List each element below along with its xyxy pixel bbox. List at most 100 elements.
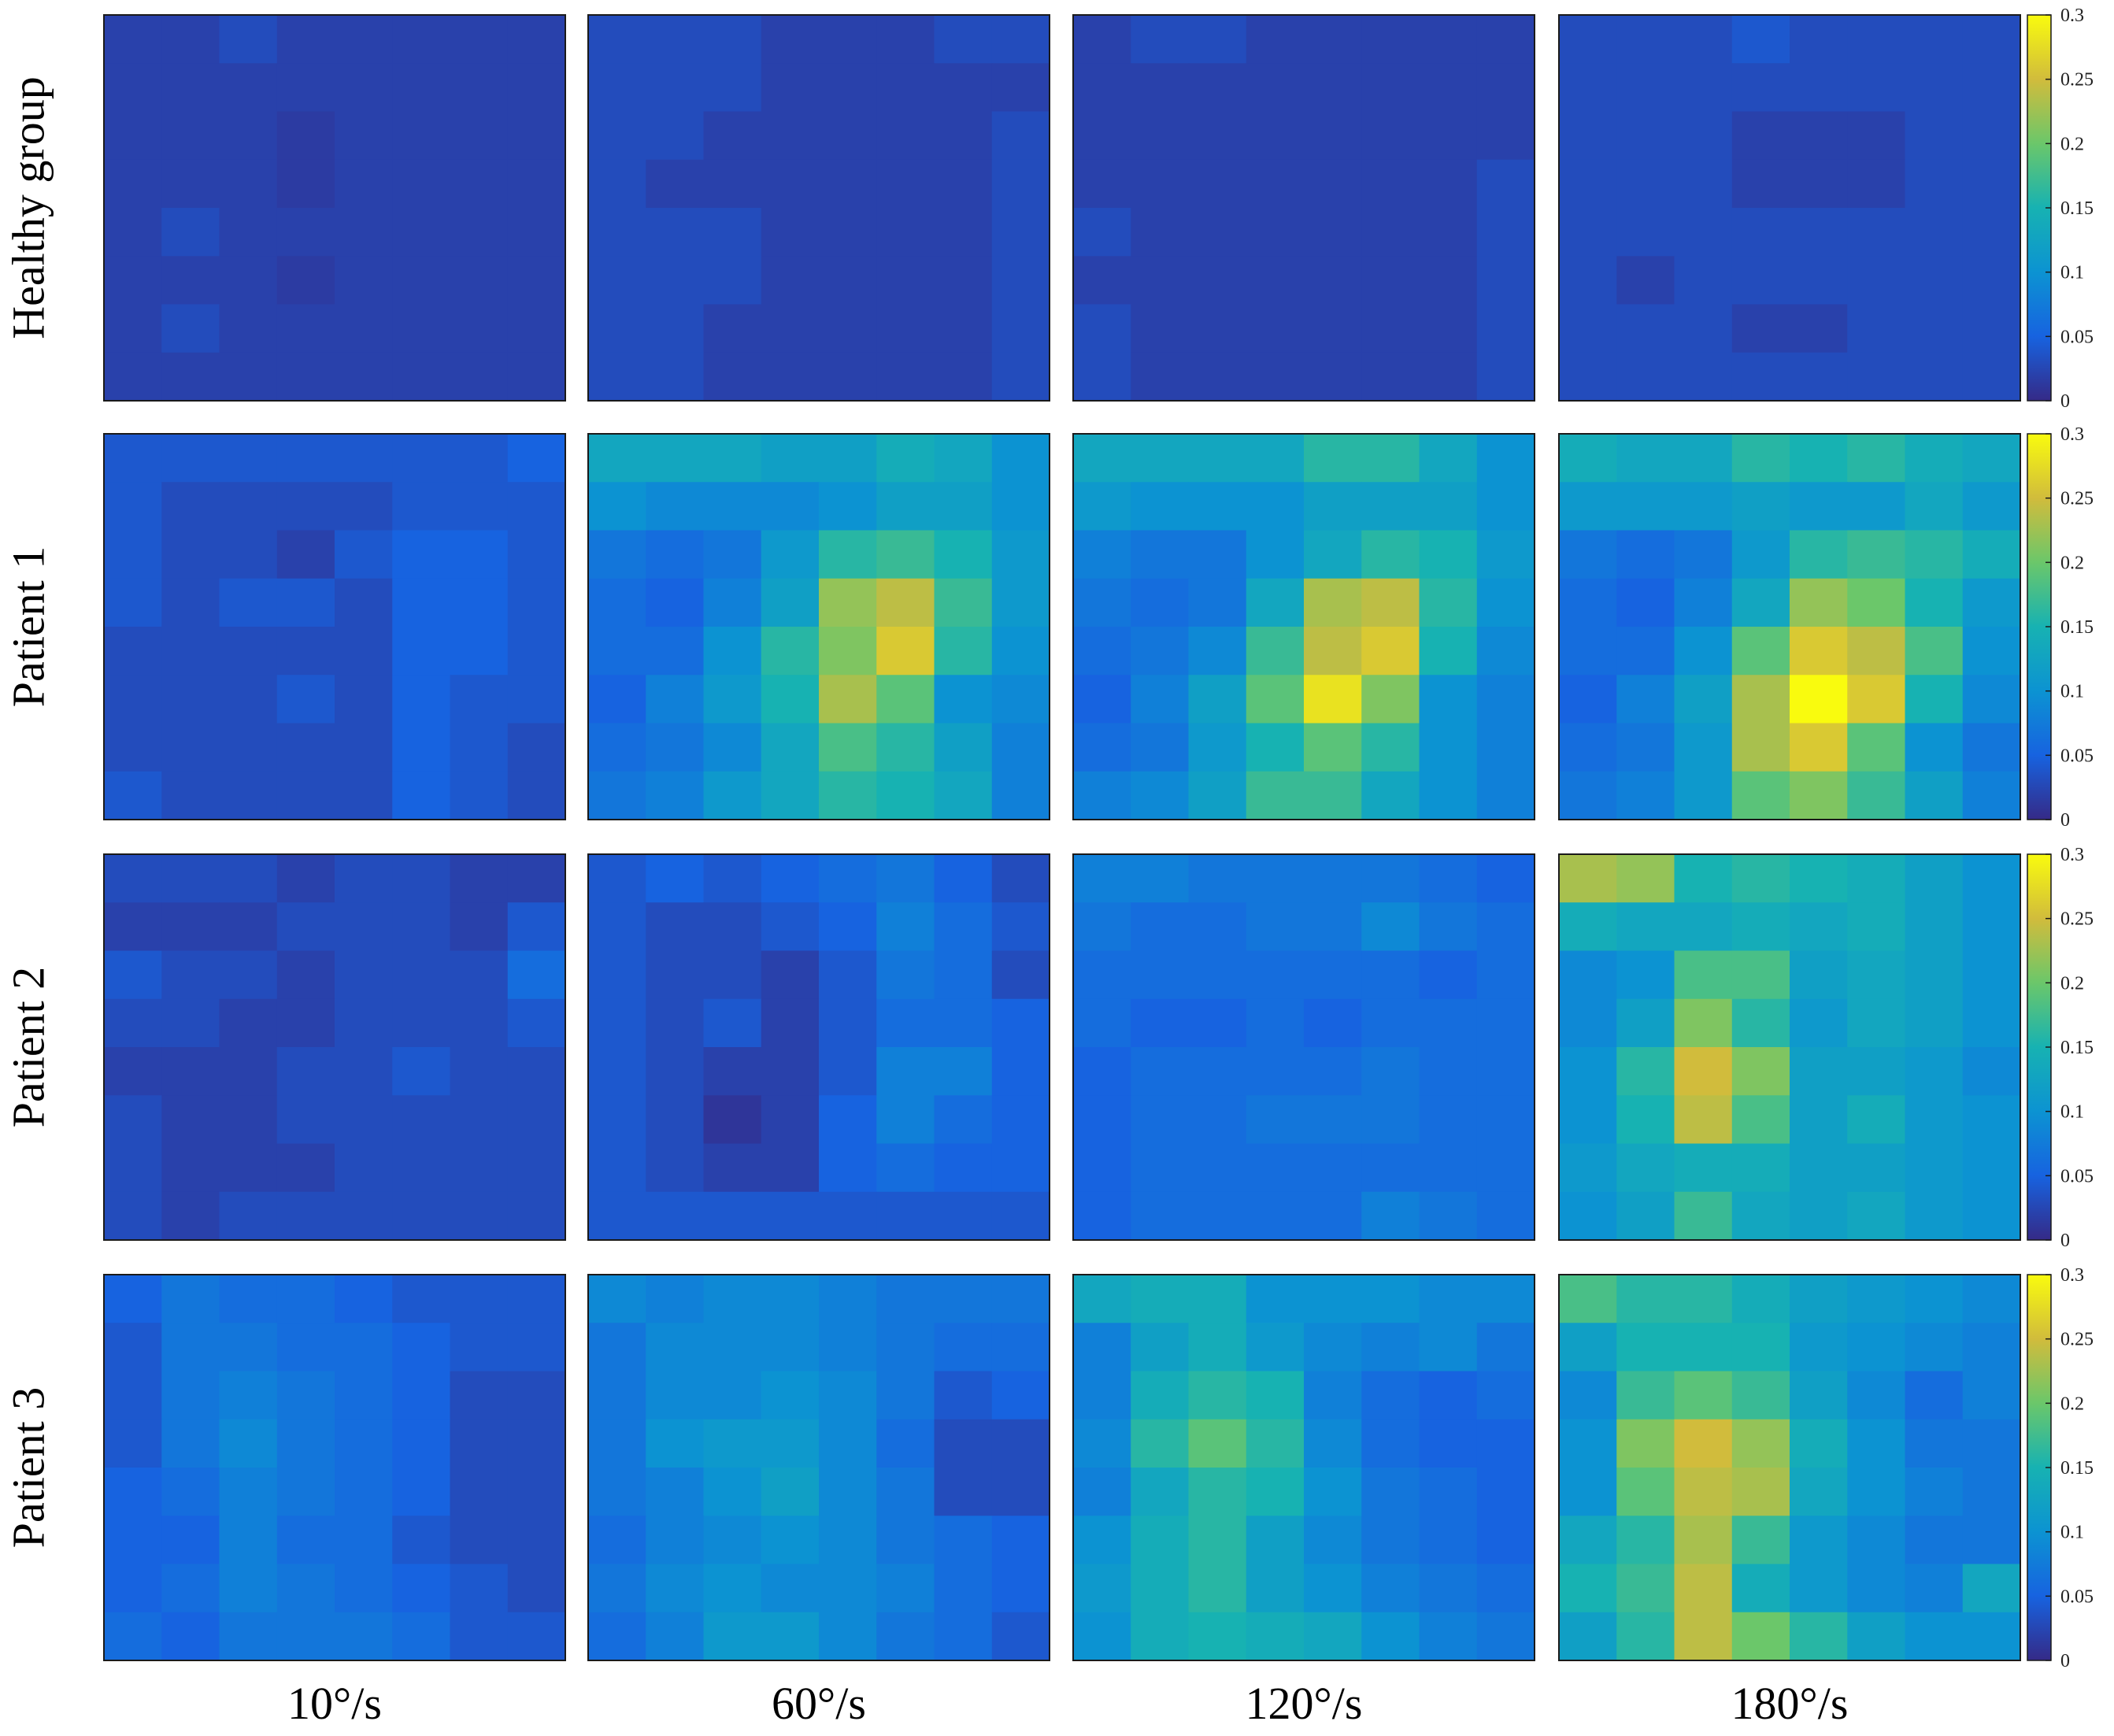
- heatmap-cell: [819, 1275, 877, 1323]
- heatmap-panel: [1072, 433, 1535, 820]
- heatmap-cell: [819, 352, 877, 402]
- heatmap-cell: [1962, 1143, 2021, 1193]
- heatmap-cell: [1304, 578, 1362, 627]
- heatmap-cell: [161, 854, 220, 903]
- heatmap-cell: [1073, 482, 1131, 531]
- heatmap-cell: [450, 111, 509, 161]
- colorbar-tick-label: 0.15: [2060, 1038, 2094, 1058]
- heatmap-cell: [1188, 1275, 1247, 1323]
- heatmap-cell: [335, 1143, 393, 1193]
- heatmap-cell: [104, 1564, 162, 1613]
- heatmap-cell: [1131, 771, 1190, 820]
- heatmap-cell: [1731, 304, 1790, 353]
- heatmap-cell: [219, 902, 278, 952]
- heatmap-cell: [1188, 1323, 1247, 1372]
- heatmap-cell: [392, 159, 451, 209]
- heatmap-cell: [934, 256, 993, 305]
- heatmap-cell: [1674, 1191, 1733, 1241]
- heatmap-cell: [876, 1468, 935, 1516]
- heatmap-cell: [1361, 627, 1420, 676]
- heatmap-cell: [1361, 675, 1420, 724]
- heatmap-cell: [392, 530, 451, 579]
- row-label: Patient 1: [3, 546, 54, 708]
- heatmap-cell: [761, 63, 820, 113]
- heatmap-cell: [1476, 304, 1535, 353]
- heatmap-cell: [219, 1275, 278, 1323]
- heatmap-cell: [1188, 352, 1247, 402]
- heatmap-cell: [507, 998, 566, 1048]
- heatmap-cell: [392, 950, 451, 1000]
- heatmap-cell: [876, 902, 935, 952]
- heatmap-cell: [1304, 1323, 1362, 1372]
- heatmap-cell: [1616, 15, 1675, 64]
- heatmap-cell: [392, 1419, 451, 1468]
- heatmap-cell: [1790, 578, 1848, 627]
- heatmap-cell: [588, 256, 646, 305]
- heatmap-cell: [1419, 482, 1478, 531]
- heatmap-cell: [450, 63, 509, 113]
- heatmap-cell: [161, 208, 220, 257]
- heatmap-cell: [1790, 304, 1848, 353]
- heatmap-cell: [1790, 159, 1848, 209]
- heatmap-cell: [1361, 1143, 1420, 1193]
- heatmap-cell: [104, 1371, 162, 1420]
- heatmap-cell: [1616, 1371, 1675, 1420]
- heatmap-cell: [876, 530, 935, 579]
- heatmap-cell: [588, 771, 646, 820]
- heatmap-cell: [1559, 854, 1617, 903]
- heatmap-cell: [1361, 950, 1420, 1000]
- heatmap-cell: [1962, 1275, 2021, 1323]
- heatmap-cell: [1674, 352, 1733, 402]
- heatmap-cell: [219, 208, 278, 257]
- heatmap-cell: [392, 1468, 451, 1516]
- heatmap-cell: [1905, 352, 1964, 402]
- heatmap-cell: [1559, 1564, 1617, 1613]
- heatmap-cell: [1905, 1564, 1964, 1613]
- heatmap-cell: [1616, 1323, 1675, 1372]
- heatmap-cell: [1131, 627, 1190, 676]
- row-label: Patient 3: [3, 1387, 54, 1549]
- heatmap-panel: [103, 853, 566, 1241]
- heatmap-cell: [507, 578, 566, 627]
- heatmap-cell: [819, 1143, 877, 1193]
- heatmap-cell: [646, 15, 705, 64]
- heatmap-cell: [1246, 627, 1305, 676]
- heatmap-cell: [392, 1612, 451, 1661]
- heatmap-cell: [1131, 675, 1190, 724]
- heatmap-cell: [104, 723, 162, 772]
- heatmap-cell: [703, 1095, 762, 1145]
- heatmap-cell: [1304, 304, 1362, 353]
- heatmap-cell: [1616, 159, 1675, 209]
- heatmap-cell: [934, 675, 993, 724]
- panel-frame: [103, 853, 566, 1241]
- heatmap-cell: [1073, 352, 1131, 402]
- heatmap-cell: [507, 1564, 566, 1613]
- heatmap-cell: [1559, 208, 1617, 257]
- heatmap-cell: [1616, 1468, 1675, 1516]
- heatmap-cell: [1419, 434, 1478, 483]
- heatmap-cell: [1419, 1419, 1478, 1468]
- heatmap-cell: [335, 578, 393, 627]
- heatmap-cell: [588, 434, 646, 483]
- heatmap-cell: [1246, 1275, 1305, 1323]
- heatmap-cell: [1559, 304, 1617, 353]
- heatmap-cell: [276, 482, 335, 531]
- heatmap-cell: [1962, 159, 2021, 209]
- heatmap-cell: [1246, 1095, 1305, 1145]
- heatmap-cell: [1361, 771, 1420, 820]
- heatmap-cell: [219, 854, 278, 903]
- heatmap-cell: [588, 482, 646, 531]
- heatmap-cell: [819, 434, 877, 483]
- heatmap-cell: [335, 1191, 393, 1241]
- heatmap-cell: [507, 434, 566, 483]
- heatmap-cell: [1847, 482, 1906, 531]
- heatmap-cell: [646, 723, 705, 772]
- heatmap-cell: [1361, 1516, 1420, 1565]
- heatmap-cell: [1559, 1612, 1617, 1661]
- heatmap-cell: [819, 1564, 877, 1613]
- heatmap-cell: [1905, 1047, 1964, 1096]
- heatmap-cell: [1905, 950, 1964, 1000]
- heatmap-cell: [761, 15, 820, 64]
- colorbar-tick-label: 0.3: [2060, 6, 2084, 26]
- heatmap-cell: [1674, 482, 1733, 531]
